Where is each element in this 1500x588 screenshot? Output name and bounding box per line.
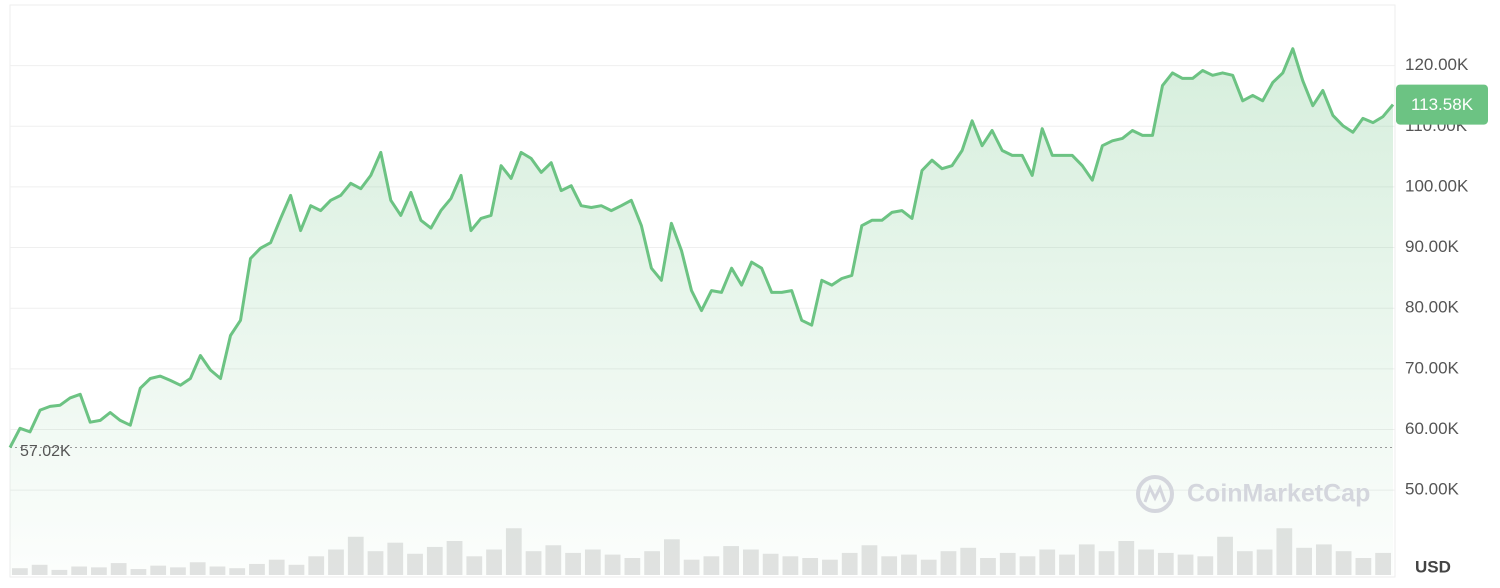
plot-frame [9, 4, 1396, 578]
watermark-logo-mark [1143, 484, 1167, 503]
y-tick-label: 90.00K [1405, 237, 1460, 256]
watermark: CoinMarketCap [1136, 475, 1370, 513]
y-tick-label: 80.00K [1405, 298, 1460, 317]
y-tick-label: 60.00K [1405, 419, 1460, 438]
watermark-logo [1136, 475, 1174, 513]
last-value-badge [1396, 84, 1488, 125]
last-value-label: 113.58K [1411, 95, 1474, 114]
start-value-label: 57.02K [20, 443, 71, 460]
price-line [8, 47, 1395, 449]
y-tick-label: 100.00K [1405, 176, 1469, 195]
y-tick-label: 50.00K [1405, 480, 1460, 499]
watermark-text: CoinMarketCap [1187, 480, 1370, 508]
y-tick-label: 120.00K [1405, 55, 1469, 74]
y-tick-label: 70.00K [1405, 358, 1460, 377]
currency-label: USD [1415, 557, 1451, 576]
